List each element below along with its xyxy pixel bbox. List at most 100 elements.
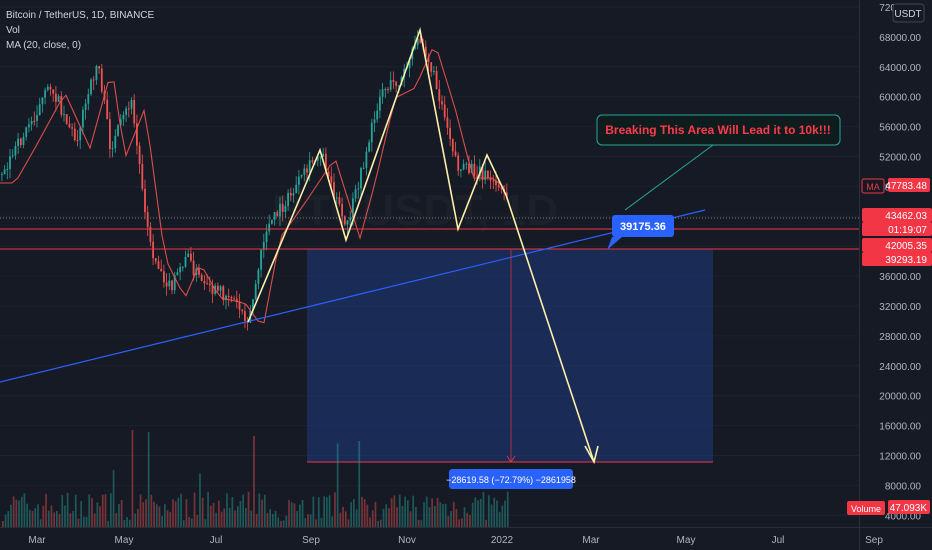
measure-label[interactable]: −28619.58 (−72.79%) −2861958 [446,469,576,489]
volume-bar [31,511,34,527]
candle-body [163,271,165,283]
candle-body [171,280,173,291]
volume-bar [361,496,363,527]
candle-body [165,282,168,287]
volume-bar [150,494,153,527]
y-tick-label: 28000.00 [879,332,921,343]
callout[interactable]: Breaking This Area Will Lead it to 10k!!… [596,114,841,211]
volume-bar [182,520,185,527]
volume-bar [504,500,506,527]
volume-bar [385,504,388,527]
candle-body [370,123,373,143]
volume-bar [317,497,320,527]
x-tick-label: Nov [398,535,416,546]
volume-bar [482,491,485,527]
candle-body [276,212,279,217]
candle-body [181,266,184,268]
candle-body [119,119,122,126]
price-note-box [612,215,674,237]
volume-bar [436,497,439,527]
candle-body [57,95,60,102]
candle-body [55,93,57,102]
volume-bar [174,501,177,527]
chart-legend: Bitcoin / TetherUS, 1D, BINANCE Vol MA (… [6,8,154,53]
x-tick-label: Mar [582,535,600,546]
candle-body [233,298,235,300]
candle-body [489,177,492,181]
candle-body [327,171,330,177]
candle-body [284,206,287,212]
candle-body [424,46,427,57]
volume-bar [431,498,433,527]
x-tick-label: Sep [865,535,883,546]
price-note-text: 39175.36 [620,221,666,233]
candle-body [95,66,98,81]
candle-body [230,297,233,299]
candle-body [141,163,144,189]
volume-bar [466,512,469,527]
candle-body [319,156,322,158]
volume-bar [69,513,72,527]
volume-bar [72,511,74,527]
pattern-drawing[interactable] [247,26,595,463]
volume-bar [471,502,474,527]
level-1-tag: 43462.03 [885,211,927,222]
volume-bar [134,513,136,527]
volume-bar [415,506,417,527]
volume-bar [53,512,55,527]
volume-value-tag-bg [888,500,930,514]
candle-body [271,219,273,224]
volume-bar [439,502,442,527]
candle-body [138,145,141,164]
currency-button[interactable] [892,3,925,23]
volume-bar [380,519,382,527]
candle-body [397,85,400,87]
x-tick-label: May [677,535,696,546]
volume-bar [223,508,226,527]
y-tick-label: 4000.00 [885,511,922,522]
volume-bar [215,512,217,527]
price-note[interactable]: 39175.36 [607,215,674,250]
volume-bar [315,519,317,527]
candle-body [111,148,114,150]
volume-bar [158,506,161,527]
volume-bar [326,497,328,527]
candle-body [130,100,133,109]
ma-tag-box [861,178,885,194]
trend-line[interactable] [0,209,706,383]
candle-body [41,97,44,105]
volume-bar [396,507,398,527]
candle-body [184,256,187,267]
pattern-arrowhead [584,445,599,465]
volume-bar [228,507,231,527]
volume-bar [80,501,82,527]
target-zone-box[interactable] [307,249,713,462]
measure-arrow [506,455,516,463]
volume-bar [390,498,393,527]
volume-bar [434,506,436,527]
volume-bar [469,514,471,527]
volume-bar [309,514,312,527]
candle-body [36,115,38,122]
volume-bar [56,511,58,527]
volume-bar [26,503,28,527]
chart-watermark: BTCUSDT, 1D [272,186,558,235]
volume-bar [401,506,404,527]
volume-bar [234,510,236,527]
candle-body [273,212,276,220]
callout-box [596,114,841,146]
candle-body [222,286,225,301]
volume-bar [452,501,455,527]
candle-body [68,123,71,128]
volume-bar [404,496,406,527]
volume-bar [236,506,239,527]
volume-bar [320,517,323,527]
volume-bar [77,518,80,527]
volume-bar [250,510,253,527]
ma-indicator-title: MA (20, close, 0) [6,40,82,51]
volume-bar [93,513,96,527]
volume-bar [501,505,504,527]
candle-body [392,80,395,82]
candle-body [149,226,152,242]
